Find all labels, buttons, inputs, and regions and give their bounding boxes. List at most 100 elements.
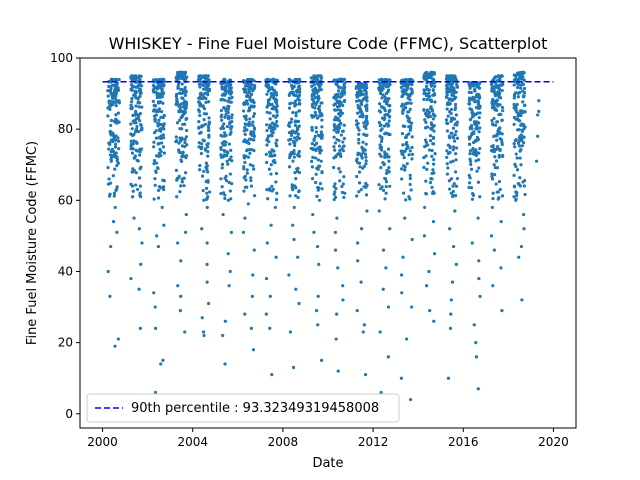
scatter-point (339, 101, 343, 105)
chart-title: WHISKEY - Fine Fuel Moisture Code (FFMC)… (109, 34, 548, 53)
scatter-point (229, 230, 234, 234)
scatter-point (310, 114, 315, 118)
scatter-point (478, 111, 482, 115)
x-tick-label: 2000 (87, 435, 118, 449)
scatter-point (109, 103, 113, 108)
scatter-point (157, 136, 161, 140)
scatter-point (310, 128, 314, 132)
scatter-point (362, 82, 366, 86)
scatter-point (476, 216, 480, 220)
scatter-point (399, 167, 404, 171)
scatter-point (245, 168, 249, 172)
scatter-point (515, 193, 519, 197)
scatter-point (520, 298, 524, 302)
scatter-point (129, 132, 133, 136)
scatter-point (251, 114, 256, 119)
scatter-point (495, 138, 499, 142)
scatter-point (129, 106, 133, 111)
scatter-point (229, 148, 233, 152)
scatter-point (494, 123, 498, 127)
scatter-point (433, 100, 437, 104)
scatter-point (452, 136, 456, 140)
scatter-point (496, 90, 500, 94)
scatter-point (474, 159, 478, 163)
scatter-point (204, 165, 208, 169)
scatter-point (385, 171, 389, 175)
scatter-point (131, 189, 135, 193)
scatter-point (185, 143, 189, 147)
scatter-point (219, 192, 223, 196)
scatter-point (224, 133, 228, 138)
scatter-point (224, 179, 229, 183)
scatter-point (469, 90, 473, 95)
scatter-point (152, 158, 157, 163)
scatter-point (180, 96, 184, 100)
scatter-point (422, 234, 427, 238)
scatter-point (428, 134, 433, 138)
scatter-point (336, 108, 340, 112)
scatter-point (207, 116, 211, 120)
scatter-point (115, 77, 119, 82)
scatter-point (113, 344, 117, 348)
scatter-point (271, 94, 275, 98)
scatter-point (107, 101, 111, 105)
scatter-point (131, 195, 135, 199)
scatter-point (341, 129, 345, 133)
scatter-point (179, 158, 183, 162)
scatter-point (113, 88, 117, 92)
scatter-point (152, 108, 156, 112)
scatter-point (514, 91, 518, 95)
scatter-point (129, 147, 133, 151)
scatter-point (468, 181, 472, 185)
scatter-point (223, 196, 227, 200)
scatter-point (500, 153, 505, 158)
scatter-point (137, 227, 141, 231)
scatter-point (364, 115, 369, 119)
scatter-point (476, 103, 481, 107)
scatter-point (227, 142, 231, 146)
scatter-point (495, 98, 499, 102)
scatter-point (359, 153, 364, 157)
scatter-point (274, 90, 278, 95)
scatter-point (424, 113, 429, 118)
scatter-point (183, 111, 187, 115)
scatter-point (432, 252, 437, 256)
scatter-point (201, 189, 205, 193)
scatter-point (520, 144, 524, 148)
scatter-point (467, 142, 472, 146)
scatter-point (471, 146, 475, 151)
scatter-point (358, 114, 362, 119)
scatter-point (358, 165, 362, 169)
scatter-point (384, 84, 388, 89)
scatter-point (115, 163, 119, 168)
scatter-point (341, 149, 345, 153)
scatter-point (155, 86, 159, 90)
scatter-point (449, 119, 453, 124)
scatter-point (444, 118, 449, 122)
scatter-point (268, 326, 272, 330)
scatter-point (408, 397, 413, 402)
scatter-point (152, 131, 157, 135)
scatter-point (337, 95, 341, 99)
scatter-point (335, 312, 339, 316)
scatter-point (112, 154, 116, 158)
scatter-point (363, 125, 367, 129)
scatter-point (245, 171, 249, 175)
scatter-point (270, 189, 274, 193)
scatter-point (251, 138, 256, 142)
scatter-point (197, 141, 201, 145)
scatter-point (404, 198, 408, 202)
scatter-point (430, 108, 434, 112)
scatter-point (293, 123, 298, 127)
scatter-point (117, 77, 121, 82)
scatter-point (364, 142, 368, 146)
y-axis-ticks: 0 20 40 60 80 100 (50, 51, 80, 421)
scatter-point (333, 108, 337, 112)
scatter-point (111, 100, 115, 104)
x-tick-label: 2020 (538, 435, 569, 449)
scatter-point (109, 150, 113, 154)
scatter-point (109, 138, 113, 142)
scatter-point (337, 144, 342, 148)
scatter-point (134, 171, 138, 175)
scatter-point (206, 170, 210, 174)
